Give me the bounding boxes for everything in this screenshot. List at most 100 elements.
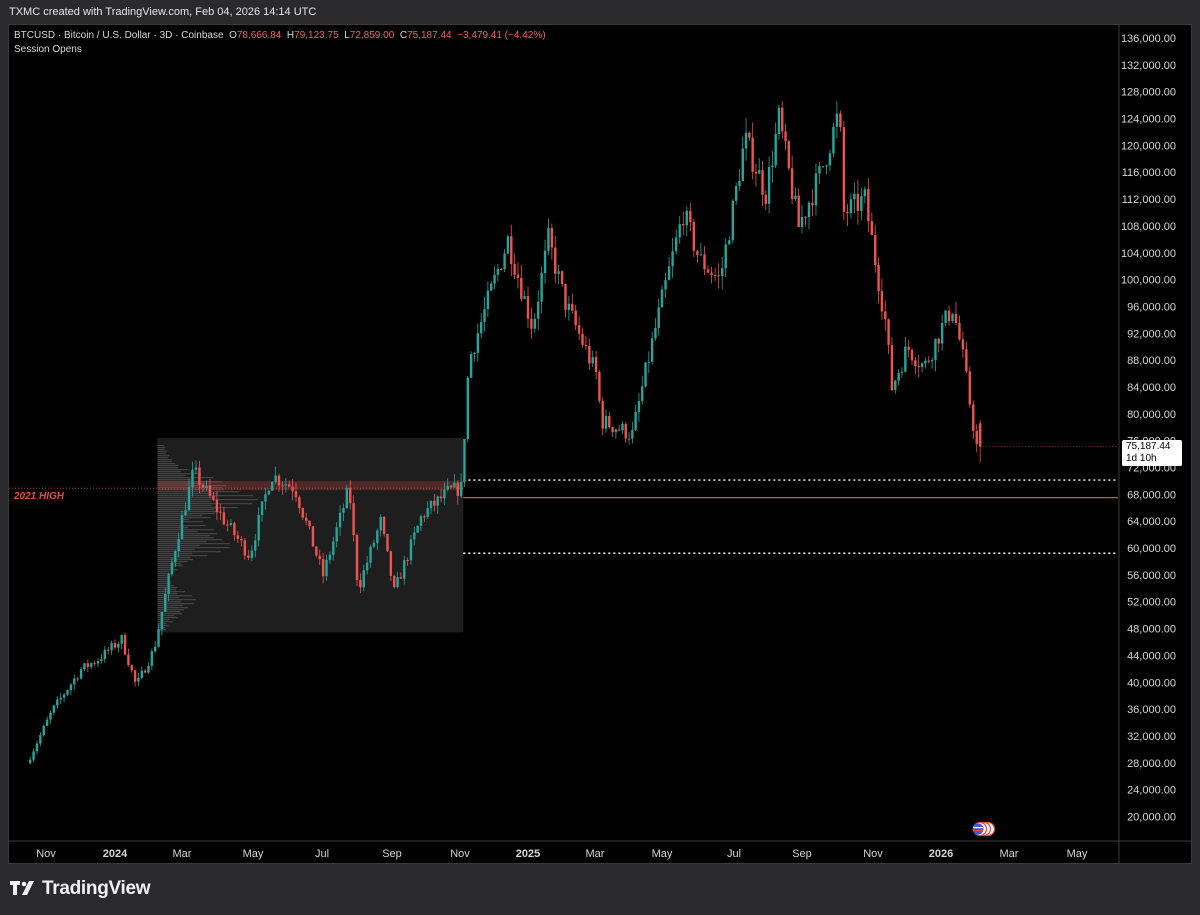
candle-body: [403, 560, 406, 579]
candle-body: [490, 283, 493, 291]
candle: [240, 536, 243, 547]
candle-body: [758, 170, 761, 174]
candle: [264, 487, 267, 510]
candle-body: [86, 663, 90, 667]
candle: [490, 281, 493, 292]
indicator-label[interactable]: Session Opens: [14, 44, 82, 55]
candle-body: [728, 240, 731, 245]
level-label-2021-high: 2021 HIGH: [14, 491, 65, 502]
candle: [800, 204, 804, 234]
candle: [301, 507, 304, 521]
candle-body: [734, 185, 738, 201]
candle: [951, 313, 954, 324]
candle-body: [362, 570, 365, 588]
candle: [557, 264, 560, 285]
candle-body: [73, 678, 76, 685]
price-tick-label: 24,000.00: [1127, 785, 1176, 797]
candle: [738, 169, 741, 191]
candle-body: [674, 237, 678, 252]
candle-body: [800, 216, 804, 227]
candle: [611, 426, 614, 438]
candle: [703, 245, 706, 276]
candle: [523, 290, 526, 300]
candle-body: [304, 517, 308, 521]
candle: [426, 500, 429, 519]
price-tick-label: 80,000.00: [1127, 409, 1176, 421]
candle: [243, 538, 247, 560]
candle: [463, 438, 466, 487]
candle: [856, 179, 860, 225]
candle-body: [267, 490, 271, 495]
candle-body: [164, 593, 167, 612]
candle: [571, 293, 574, 314]
candle-body: [187, 487, 191, 511]
candle-body: [846, 211, 849, 214]
candle-body: [930, 360, 934, 362]
candle: [954, 301, 958, 325]
candle: [804, 215, 807, 227]
candle: [96, 657, 100, 668]
candle: [469, 351, 473, 379]
candle-body: [832, 126, 835, 154]
candle: [389, 550, 393, 582]
candle: [93, 661, 96, 666]
candle-body: [621, 423, 624, 431]
candle: [456, 480, 459, 505]
candle-body: [463, 439, 466, 483]
candle-body: [332, 541, 335, 555]
candle: [503, 248, 506, 272]
candle-body: [59, 697, 62, 700]
candle: [631, 421, 634, 444]
candle: [103, 645, 107, 663]
candle-body: [274, 475, 277, 482]
candle: [641, 375, 644, 405]
price-tick-label: 28,000.00: [1127, 758, 1176, 770]
candle: [657, 298, 660, 336]
candle: [59, 693, 62, 705]
candle: [271, 481, 274, 491]
candle: [884, 300, 887, 331]
candle: [601, 397, 604, 436]
candle-body: [453, 482, 456, 488]
candle: [724, 238, 727, 277]
candle-body: [170, 562, 174, 575]
candle-body: [696, 250, 699, 255]
price-tick-label: 108,000.00: [1121, 221, 1176, 233]
candle: [887, 318, 890, 355]
candle-body: [215, 499, 219, 512]
candle: [624, 421, 627, 444]
candle: [274, 466, 277, 484]
tradingview-logo[interactable]: TradingView: [10, 877, 151, 901]
candle: [744, 118, 748, 161]
candle-body: [103, 649, 107, 660]
candle: [860, 187, 863, 221]
candle: [35, 740, 39, 755]
candle: [281, 481, 284, 495]
candle-body: [476, 333, 480, 353]
candle: [379, 513, 382, 537]
candle: [365, 556, 369, 575]
candle-body: [393, 575, 396, 588]
candle-body: [311, 526, 315, 547]
candle-body: [530, 318, 533, 329]
candle-body: [614, 429, 618, 433]
symbol-title[interactable]: BTCUSD · Bitcoin / U.S. Dollar · 3D · Co…: [14, 30, 224, 41]
candle: [787, 139, 791, 171]
candle-body: [821, 166, 825, 168]
candle: [328, 551, 332, 564]
candle-body: [571, 303, 574, 311]
candle-body: [76, 678, 79, 680]
candle-body: [754, 171, 758, 174]
candle: [49, 710, 52, 724]
candle: [69, 682, 73, 696]
candle-body: [83, 663, 86, 670]
candle: [731, 199, 735, 244]
candle: [208, 479, 212, 499]
candle: [594, 350, 598, 380]
candle-body: [56, 699, 59, 706]
price-tick-label: 20,000.00: [1127, 812, 1176, 824]
candle-body: [927, 360, 930, 362]
candle-body: [113, 643, 117, 648]
candle: [393, 574, 396, 589]
